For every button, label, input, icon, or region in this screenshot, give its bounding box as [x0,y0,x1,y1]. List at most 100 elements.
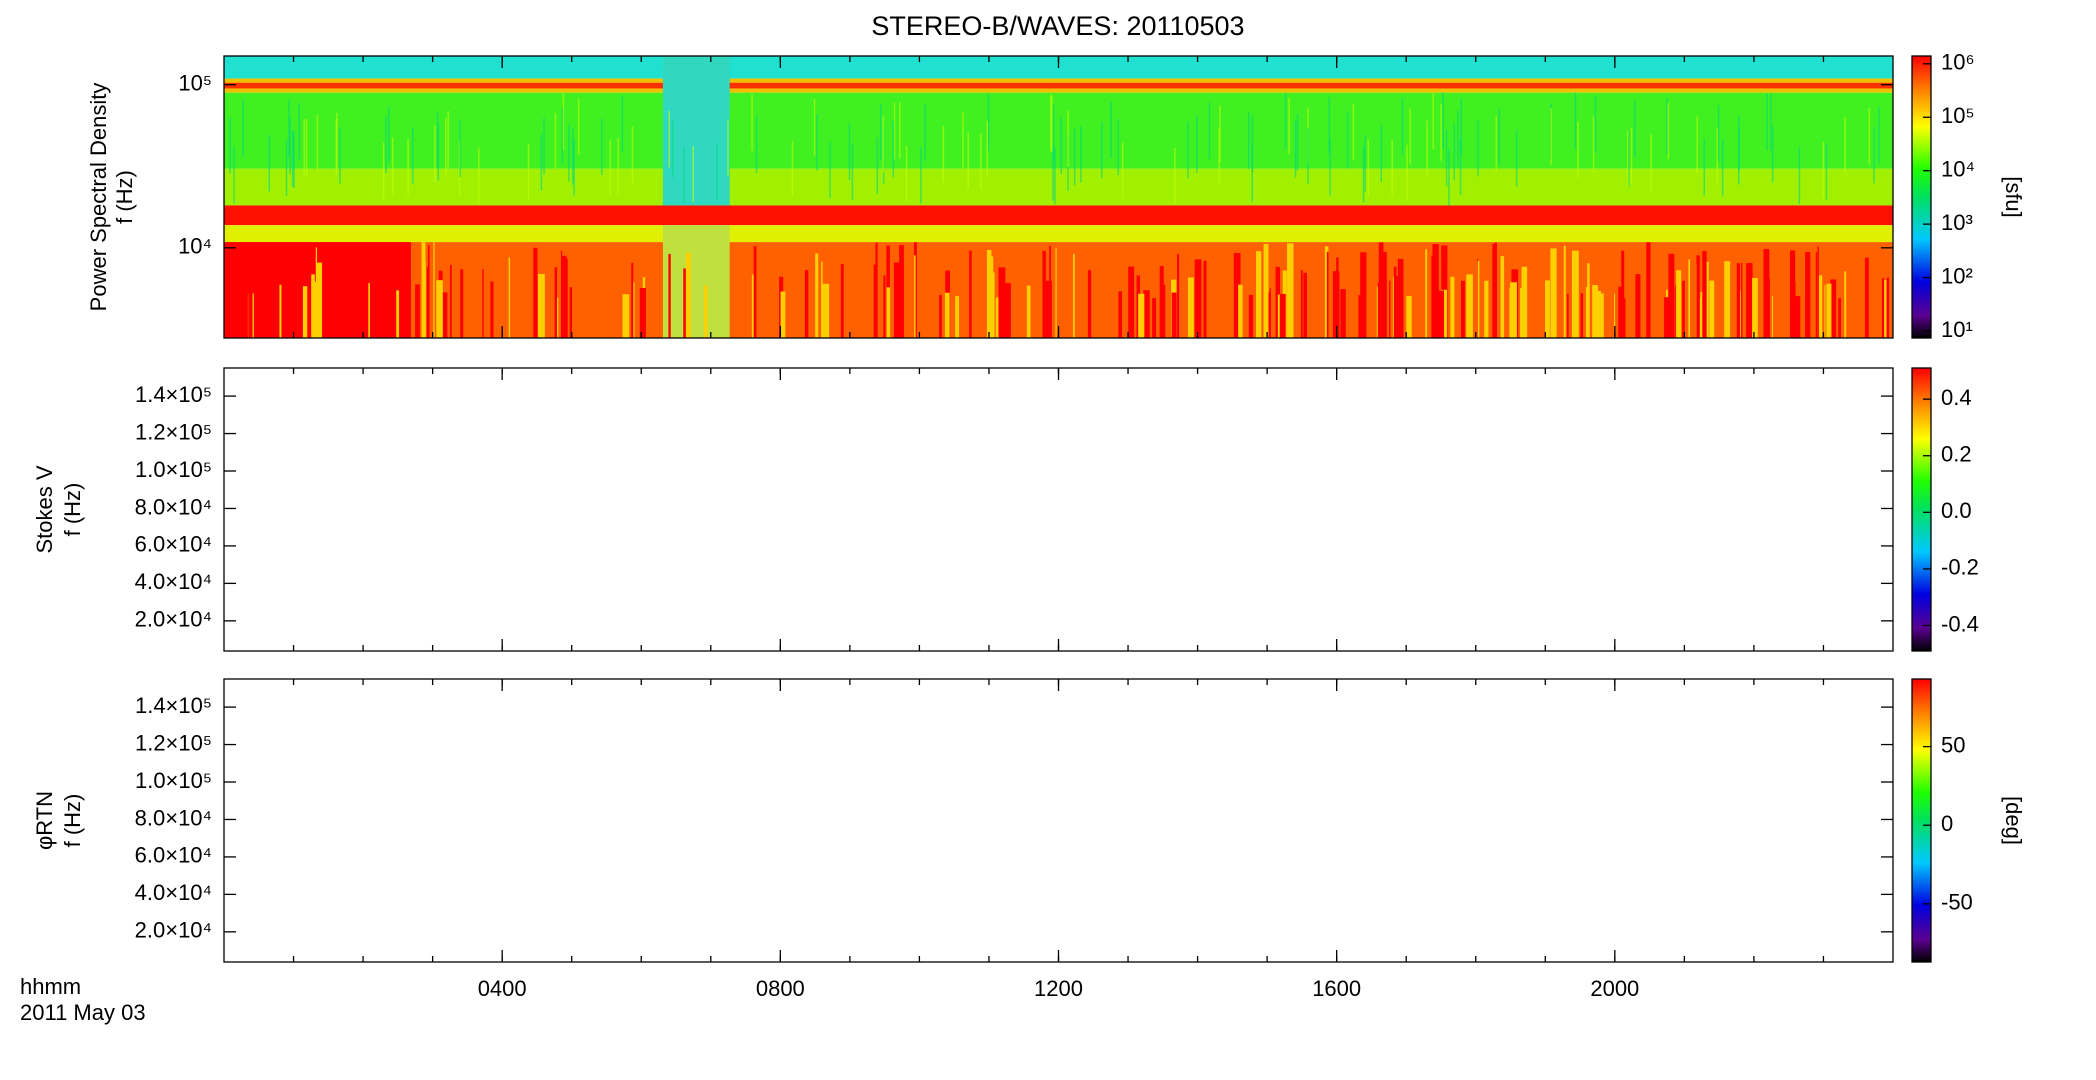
spectrogram-streak [1329,138,1331,196]
spectrogram-streak [1360,252,1367,338]
spectrogram-streak [601,118,603,175]
spectrogram-streak [848,123,851,181]
spectrogram-streak [561,107,564,164]
spectrogram-streak [1477,120,1479,177]
spectrogram-streak [1826,283,1832,338]
spectrogram-streak [1844,271,1847,338]
y-tick-label: 1.0×10⁵ [135,768,212,793]
y-tick-label: 2.0×10⁴ [135,607,212,632]
spectrogram-streak [335,118,337,175]
spectrogram-streak [1580,293,1584,338]
spectrogram-streak [1051,95,1053,153]
spectrogram-streak [1746,263,1753,338]
spectrogram-streak [460,269,464,338]
spectrogram-streak [804,270,809,338]
spectrogram-streak [423,262,426,338]
spectrogram-streak [924,104,927,161]
spectrogram-streak [1445,129,1448,187]
spectrogram-streak [226,264,228,338]
spectrogram-streak [293,131,295,189]
y-tick-label: 8.0×10⁴ [135,805,212,830]
spectrogram-streak [1881,278,1885,338]
spectrogram-streak [1585,286,1590,338]
spectrogram-streak [899,245,904,338]
colorbar-tick-label: 0 [1941,811,1953,836]
spectrogram-streak [1771,295,1774,338]
spectrogram-streak [1389,280,1391,338]
y-tick-label: 8.0×10⁴ [135,494,212,519]
spectrogram-streak [1628,130,1630,187]
spectrogram-streak [1052,144,1054,202]
spectrogram-streak [893,262,900,338]
spectrogram-streak [560,250,563,338]
spectrogram-streak [533,247,538,338]
spectrogram-streak [288,100,290,157]
spectrogram-streak [299,254,305,338]
spectrogram-streak [572,128,574,185]
spectrogram-streak [1294,121,1297,178]
spectrogram-streak [1675,285,1677,338]
spectrogram-streak [1594,96,1597,153]
spectrogram-streak [1597,290,1602,338]
spectrogram-streak [1052,104,1055,162]
spectrogram-streak [1117,118,1119,176]
y-tick-label: 2.0×10⁴ [135,918,212,943]
colorbar-label: [deg] [2001,796,2026,845]
spectrogram-band [662,56,730,206]
spectrogram-streak [1307,127,1309,185]
y-tick-label: 1.0×10⁵ [135,457,212,482]
spectrogram-streak [1868,107,1871,165]
spectrogram-streak [780,291,786,338]
spectrogram-streak [1864,257,1869,338]
spectrogram-streak [1484,280,1489,338]
spectrogram-streak [986,249,992,338]
spectrogram-streak [1495,115,1498,173]
spectrogram-streak [242,100,244,157]
spectrogram-streak [1152,298,1157,338]
spectrogram-streak [316,262,323,338]
spectrogram-streak [1358,295,1363,338]
spectrogram-streak [1824,285,1826,338]
spectrogram-streak [876,137,879,194]
spectrogram-streak [683,268,689,338]
spectrogram-streak [1626,130,1629,187]
spectrogram-streak [295,253,298,338]
spectrogram-band [224,225,1893,243]
spectrogram-streak [639,288,646,338]
spectrogram-streak [1577,121,1579,179]
spectrogram-streak [279,284,282,338]
spectrogram-streak [1005,283,1011,338]
spectrogram-streak [829,141,831,199]
spectrogram-streak [1275,266,1280,338]
spectrogram-streak [892,120,895,178]
spectrogram-streak [573,139,575,196]
spectrogram-streak [1277,294,1280,338]
spectrogram-streak [396,290,400,338]
spectrogram-streak [336,112,338,170]
colorbar-tick-label: 50 [1941,732,1965,757]
spectrogram-streak [1460,98,1463,155]
plot-frame [223,678,1894,963]
spectrogram-streak [998,267,1006,338]
spectrogram-streak [302,286,308,338]
spectrogram-streak [1738,115,1740,172]
spectrogram-streak [1437,290,1445,338]
y-axis-label: f (Hz) [60,483,85,537]
spectrogram-streak [1635,274,1641,338]
spectrogram-streak [1287,243,1294,338]
spectrogram-streak [1477,260,1480,338]
colorbar-tick-label: -50 [1941,890,1973,915]
spectrogram-streak [1406,295,1412,338]
spectrogram-streak [1288,97,1290,155]
spectrogram-streak [1571,250,1579,338]
spectrogram-streak [1545,280,1550,338]
y-tick-label: 6.0×10⁴ [135,532,212,557]
spectrogram-streak [1045,280,1052,338]
spectrogram-streak [450,264,452,338]
spectrogram-streak [875,242,878,338]
y-tick-label: 10⁴ [178,234,212,259]
spectrogram-streak [1442,92,1444,150]
spectrogram-streak [920,146,922,204]
colorbar-tick-label: 0.2 [1941,442,1972,467]
spectrogram-streak [1789,250,1796,338]
